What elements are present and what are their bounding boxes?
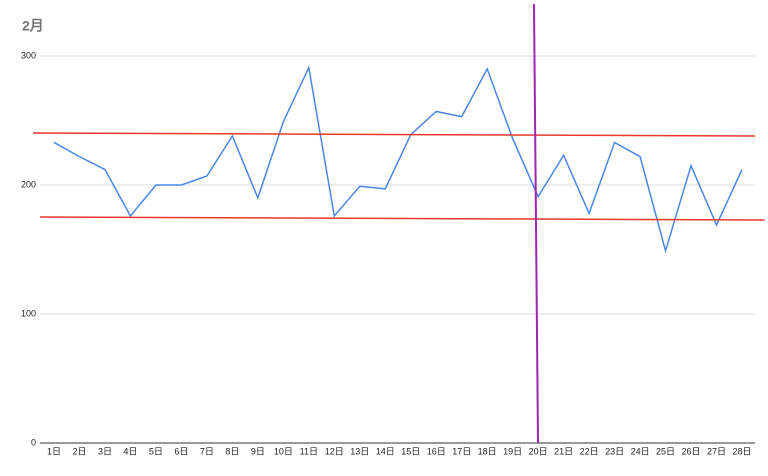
x-tick-label: 14日 bbox=[376, 446, 395, 456]
x-tick-label: 9日 bbox=[251, 446, 265, 456]
x-tick-label: 3日 bbox=[98, 446, 112, 456]
annotation-line bbox=[32, 132, 756, 137]
annotation-line bbox=[39, 216, 766, 221]
x-tick-label: 19日 bbox=[503, 446, 522, 456]
x-tick-label: 5日 bbox=[149, 446, 163, 456]
x-tick-label: 2日 bbox=[72, 446, 86, 456]
x-tick-label: 26日 bbox=[682, 446, 701, 456]
x-tick-label: 17日 bbox=[452, 446, 471, 456]
data-line bbox=[53, 65, 743, 254]
x-tick-label: 22日 bbox=[580, 446, 599, 456]
x-tick-label: 28日 bbox=[732, 446, 751, 456]
marks bbox=[53, 65, 743, 254]
x-tick-label: 15日 bbox=[401, 446, 420, 456]
annotation-line bbox=[533, 3, 539, 444]
x-tick-label: 23日 bbox=[605, 446, 624, 456]
x-tick-label: 20日 bbox=[529, 446, 548, 456]
x-tick-label: 21日 bbox=[554, 446, 573, 456]
y-tick-label: 200 bbox=[21, 179, 36, 189]
x-tick-label: 1日 bbox=[47, 446, 61, 456]
x-tick-label: 25日 bbox=[656, 446, 675, 456]
x-tick-label: 12日 bbox=[325, 446, 344, 456]
x-tick-label: 6日 bbox=[174, 446, 188, 456]
x-tick-label: 16日 bbox=[427, 446, 446, 456]
x-tick-label: 18日 bbox=[478, 446, 497, 456]
y-tick-label: 300 bbox=[21, 50, 36, 60]
y-tick-label: 0 bbox=[31, 437, 36, 447]
x-tick-label: 7日 bbox=[200, 446, 214, 456]
x-tick-label: 13日 bbox=[350, 446, 369, 456]
x-tick-label: 10日 bbox=[274, 446, 293, 456]
grid: 0 100 200 300 1日 2日 3日 4日 5日 6日 7日 8日 9日 10日 11日 12日 13日… bbox=[21, 50, 755, 456]
y-tick-label: 100 bbox=[21, 308, 36, 318]
x-tick-label: 27日 bbox=[707, 446, 726, 456]
x-tick-label: 24日 bbox=[631, 446, 650, 456]
x-tick-label: 4日 bbox=[123, 446, 137, 456]
x-tick-label: 8日 bbox=[225, 446, 239, 456]
x-tick-label: 11日 bbox=[300, 446, 318, 456]
chart-title: 2月 bbox=[22, 18, 44, 34]
